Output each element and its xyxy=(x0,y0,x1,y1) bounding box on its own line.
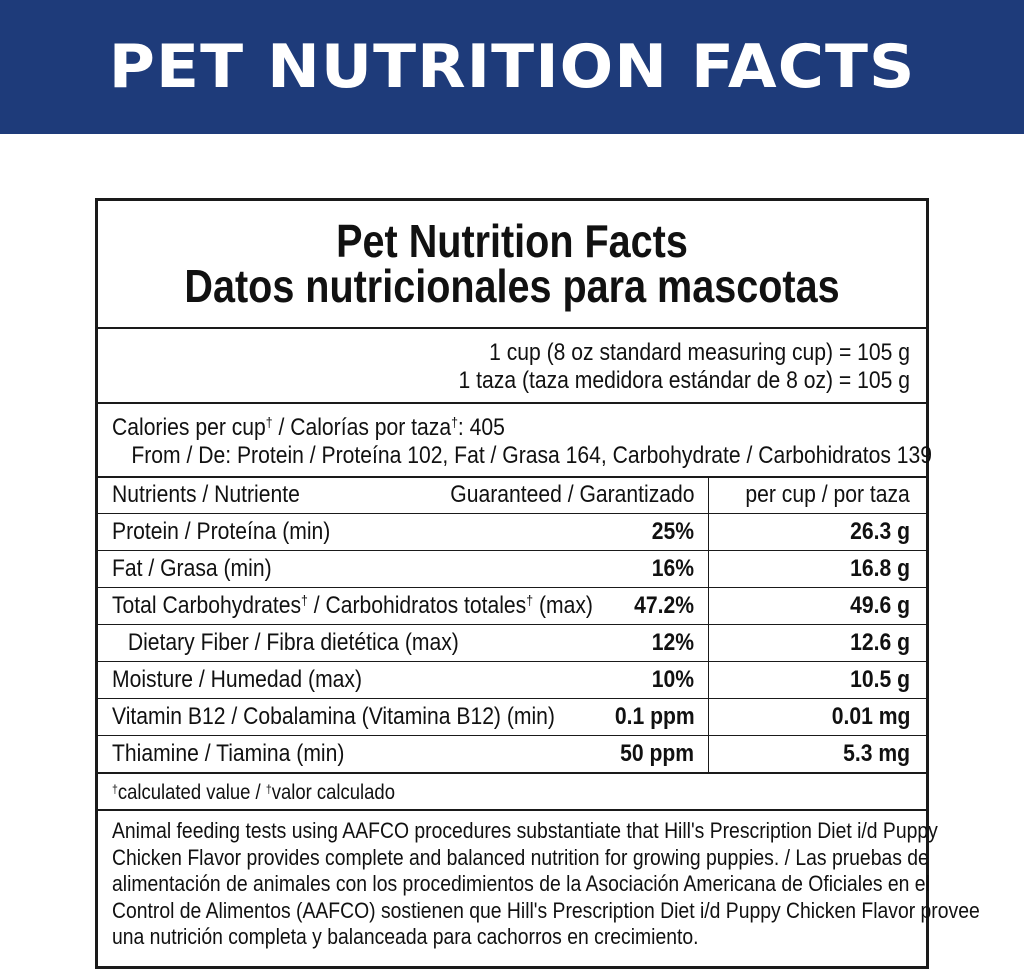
aafco-line: Animal feeding tests using AAFCO procedu… xyxy=(112,818,938,843)
guaranteed-value: 12% xyxy=(651,628,695,656)
dagger-mark: † xyxy=(451,414,458,430)
table-row: Protein / Proteína (min) 25% 26.3 g xyxy=(98,513,926,551)
nutrient-name: Total Carbohydrates† / Carbohidratos tot… xyxy=(112,592,593,620)
guaranteed-value: 47.2% xyxy=(634,591,695,619)
table-row: Fat / Grasa (min) 16% 16.8 g xyxy=(98,550,926,588)
dagger-mark: † xyxy=(526,591,534,608)
header-per-cup-cell: per cup / por taza xyxy=(708,478,926,514)
guaranteed-value: 16% xyxy=(651,554,695,582)
dagger-mark: † xyxy=(265,414,273,430)
nutrient-name: Dietary Fiber / Fibra dietética (max) xyxy=(127,628,459,656)
aafco-line: Control de Alimentos (AAFCO) sostienen q… xyxy=(112,897,980,923)
calories-value: : 405 xyxy=(457,414,505,441)
dagger-mark: † xyxy=(112,782,118,796)
nutrient-name: Thiamine / Tiamina (min) xyxy=(112,739,345,767)
calories-line: Calories per cup† / Calorías por taza†: … xyxy=(112,414,828,442)
nutrient-name: Fat / Grasa (min) xyxy=(112,554,272,582)
serving-line-en: 1 cup (8 oz standard measuring cup) = 10… xyxy=(489,339,910,366)
label-title-es: Datos nutricionales para mascotas xyxy=(184,260,840,312)
label-title: Pet Nutrition Facts Datos nutricionales … xyxy=(98,201,926,329)
nutrient-name-es: / Carbohidratos totales xyxy=(307,591,527,619)
calories-section: Calories per cup† / Calorías por taza†: … xyxy=(98,404,932,478)
header-nutrient: Nutrients / Nutriente xyxy=(112,481,300,509)
aafco-line: Chicken Flavor provides complete and bal… xyxy=(112,844,929,870)
nutrient-table: Nutrients / Nutriente Guaranteed / Garan… xyxy=(98,478,926,774)
per-cup-value: 49.6 g xyxy=(850,591,910,619)
aafco-line: una nutrición completa y balanceada para… xyxy=(112,924,699,949)
per-cup-value: 16.8 g xyxy=(850,554,910,582)
guaranteed-value: 0.1 ppm xyxy=(614,702,695,730)
per-cup-value: 12.6 g xyxy=(850,628,910,656)
guaranteed-value: 10% xyxy=(651,665,695,693)
header-per-cup: per cup / por taza xyxy=(745,481,910,509)
nutrient-name-en: Total Carbohydrates xyxy=(112,591,302,619)
guaranteed-value: 50 ppm xyxy=(620,739,695,767)
table-row: Moisture / Humedad (max) 10% 10.5 g xyxy=(98,661,926,699)
guaranteed-value: 25% xyxy=(651,517,695,545)
dagger-mark: † xyxy=(301,591,308,608)
dagger-mark: † xyxy=(265,782,272,796)
table-row: Thiamine / Tiamina (min) 50 ppm 5.3 mg xyxy=(98,735,926,774)
table-header-row: Nutrients / Nutriente Guaranteed / Garan… xyxy=(98,478,926,514)
table-row: Vitamin B12 / Cobalamina (Vitamina B12) … xyxy=(98,698,926,736)
label-title-en: Pet Nutrition Facts xyxy=(336,215,688,267)
footnote: †calculated value / †valor calculado xyxy=(98,774,926,811)
table-row: Total Carbohydrates† / Carbohidratos tot… xyxy=(98,587,926,625)
nutrition-label: Pet Nutrition Facts Datos nutricionales … xyxy=(95,198,980,969)
header-nutrient-cell: Nutrients / Nutriente Guaranteed / Garan… xyxy=(98,478,709,514)
per-cup-value: 0.01 mg xyxy=(831,702,910,730)
serving-line-es: 1 taza (taza medidora estándar de 8 oz) … xyxy=(458,367,910,394)
nutrient-name: Vitamin B12 / Cobalamina (Vitamina B12) … xyxy=(112,702,555,730)
per-cup-value: 10.5 g xyxy=(850,665,910,693)
per-cup-value: 26.3 g xyxy=(850,517,910,545)
header-guaranteed: Guaranteed / Garantizado xyxy=(450,481,695,509)
calories-label-es: / Calorías por taza xyxy=(272,414,452,441)
calories-from-line: From / De: Protein / Proteína 102, Fat /… xyxy=(131,442,932,469)
footnote-text: †calculated value / †valor calculado xyxy=(112,781,395,805)
table-row: Dietary Fiber / Fibra dietética (max) 12%… xyxy=(98,624,926,662)
per-cup-value: 5.3 mg xyxy=(843,739,910,767)
banner-title: PET NUTRITION FACTS xyxy=(108,32,916,102)
calories-label-en: Calories per cup xyxy=(112,414,266,441)
serving-size: 1 cup (8 oz standard measuring cup) = 10… xyxy=(98,329,926,404)
footnote-es: valor calculado xyxy=(271,781,395,804)
aafco-statement: Animal feeding tests using AAFCO procedu… xyxy=(98,811,980,951)
nutrient-name: Moisture / Humedad (max) xyxy=(112,665,363,693)
nutrient-name: Protein / Proteína (min) xyxy=(112,517,331,545)
nutrient-qualifier: (max) xyxy=(533,591,593,619)
header-banner: PET NUTRITION FACTS xyxy=(0,0,1024,134)
aafco-line: alimentación de animales con los procedi… xyxy=(112,871,930,896)
footnote-en: calculated value / xyxy=(117,781,266,804)
